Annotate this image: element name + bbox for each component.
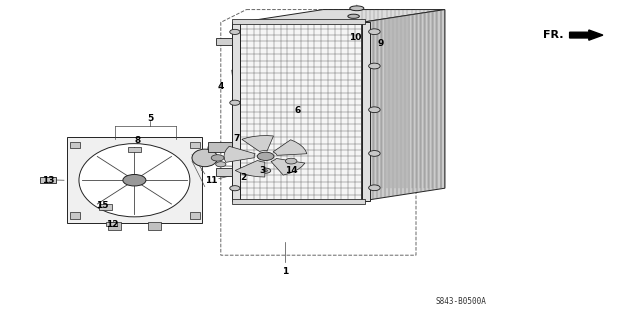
Bar: [232, 19, 365, 24]
Circle shape: [257, 152, 274, 160]
Bar: [108, 222, 120, 230]
Text: 3: 3: [259, 166, 266, 175]
Polygon shape: [242, 136, 273, 152]
Text: 6: 6: [294, 106, 301, 115]
Bar: [216, 38, 232, 45]
Text: FR.: FR.: [543, 30, 563, 40]
Circle shape: [123, 174, 146, 186]
Bar: [190, 142, 200, 148]
Bar: [148, 222, 161, 230]
Circle shape: [230, 29, 240, 34]
Text: 13: 13: [42, 176, 54, 185]
Ellipse shape: [79, 144, 190, 217]
Polygon shape: [362, 10, 445, 201]
Text: 1: 1: [282, 267, 288, 276]
Bar: [106, 222, 117, 226]
Polygon shape: [236, 160, 265, 177]
Text: 7: 7: [234, 134, 240, 143]
Circle shape: [285, 158, 297, 164]
Circle shape: [230, 186, 240, 191]
Bar: [128, 147, 141, 152]
Circle shape: [369, 29, 380, 34]
Bar: [40, 177, 56, 183]
Ellipse shape: [348, 14, 360, 19]
Text: 9: 9: [378, 39, 384, 48]
Circle shape: [369, 151, 380, 156]
FancyArrow shape: [570, 30, 603, 40]
Circle shape: [369, 185, 380, 191]
Text: 5: 5: [147, 114, 154, 122]
Polygon shape: [271, 159, 305, 175]
Text: 15: 15: [96, 201, 109, 210]
Bar: [232, 199, 365, 204]
Text: 4: 4: [218, 82, 224, 91]
FancyArrow shape: [243, 172, 258, 175]
Bar: [70, 212, 80, 219]
Ellipse shape: [192, 149, 218, 167]
Circle shape: [260, 168, 271, 173]
Bar: [190, 212, 200, 219]
Bar: [232, 22, 240, 201]
Text: 11: 11: [205, 176, 218, 185]
Bar: [216, 168, 232, 176]
Bar: [67, 137, 202, 223]
Bar: [362, 22, 370, 201]
Polygon shape: [240, 22, 362, 201]
Bar: [99, 204, 112, 210]
Text: 14: 14: [285, 166, 298, 175]
Circle shape: [216, 162, 226, 167]
Bar: [208, 142, 234, 152]
Text: 8: 8: [134, 136, 141, 145]
Text: 10: 10: [349, 33, 362, 42]
Polygon shape: [224, 146, 255, 162]
Circle shape: [230, 100, 240, 105]
Circle shape: [264, 170, 268, 172]
Circle shape: [369, 63, 380, 69]
Text: S843-B0500A: S843-B0500A: [435, 297, 486, 306]
Polygon shape: [273, 140, 307, 155]
Text: 12: 12: [106, 220, 118, 229]
Ellipse shape: [349, 6, 364, 11]
Polygon shape: [240, 10, 445, 22]
Circle shape: [211, 155, 224, 161]
Circle shape: [369, 107, 380, 113]
Bar: [70, 142, 80, 148]
Text: 2: 2: [240, 173, 246, 182]
